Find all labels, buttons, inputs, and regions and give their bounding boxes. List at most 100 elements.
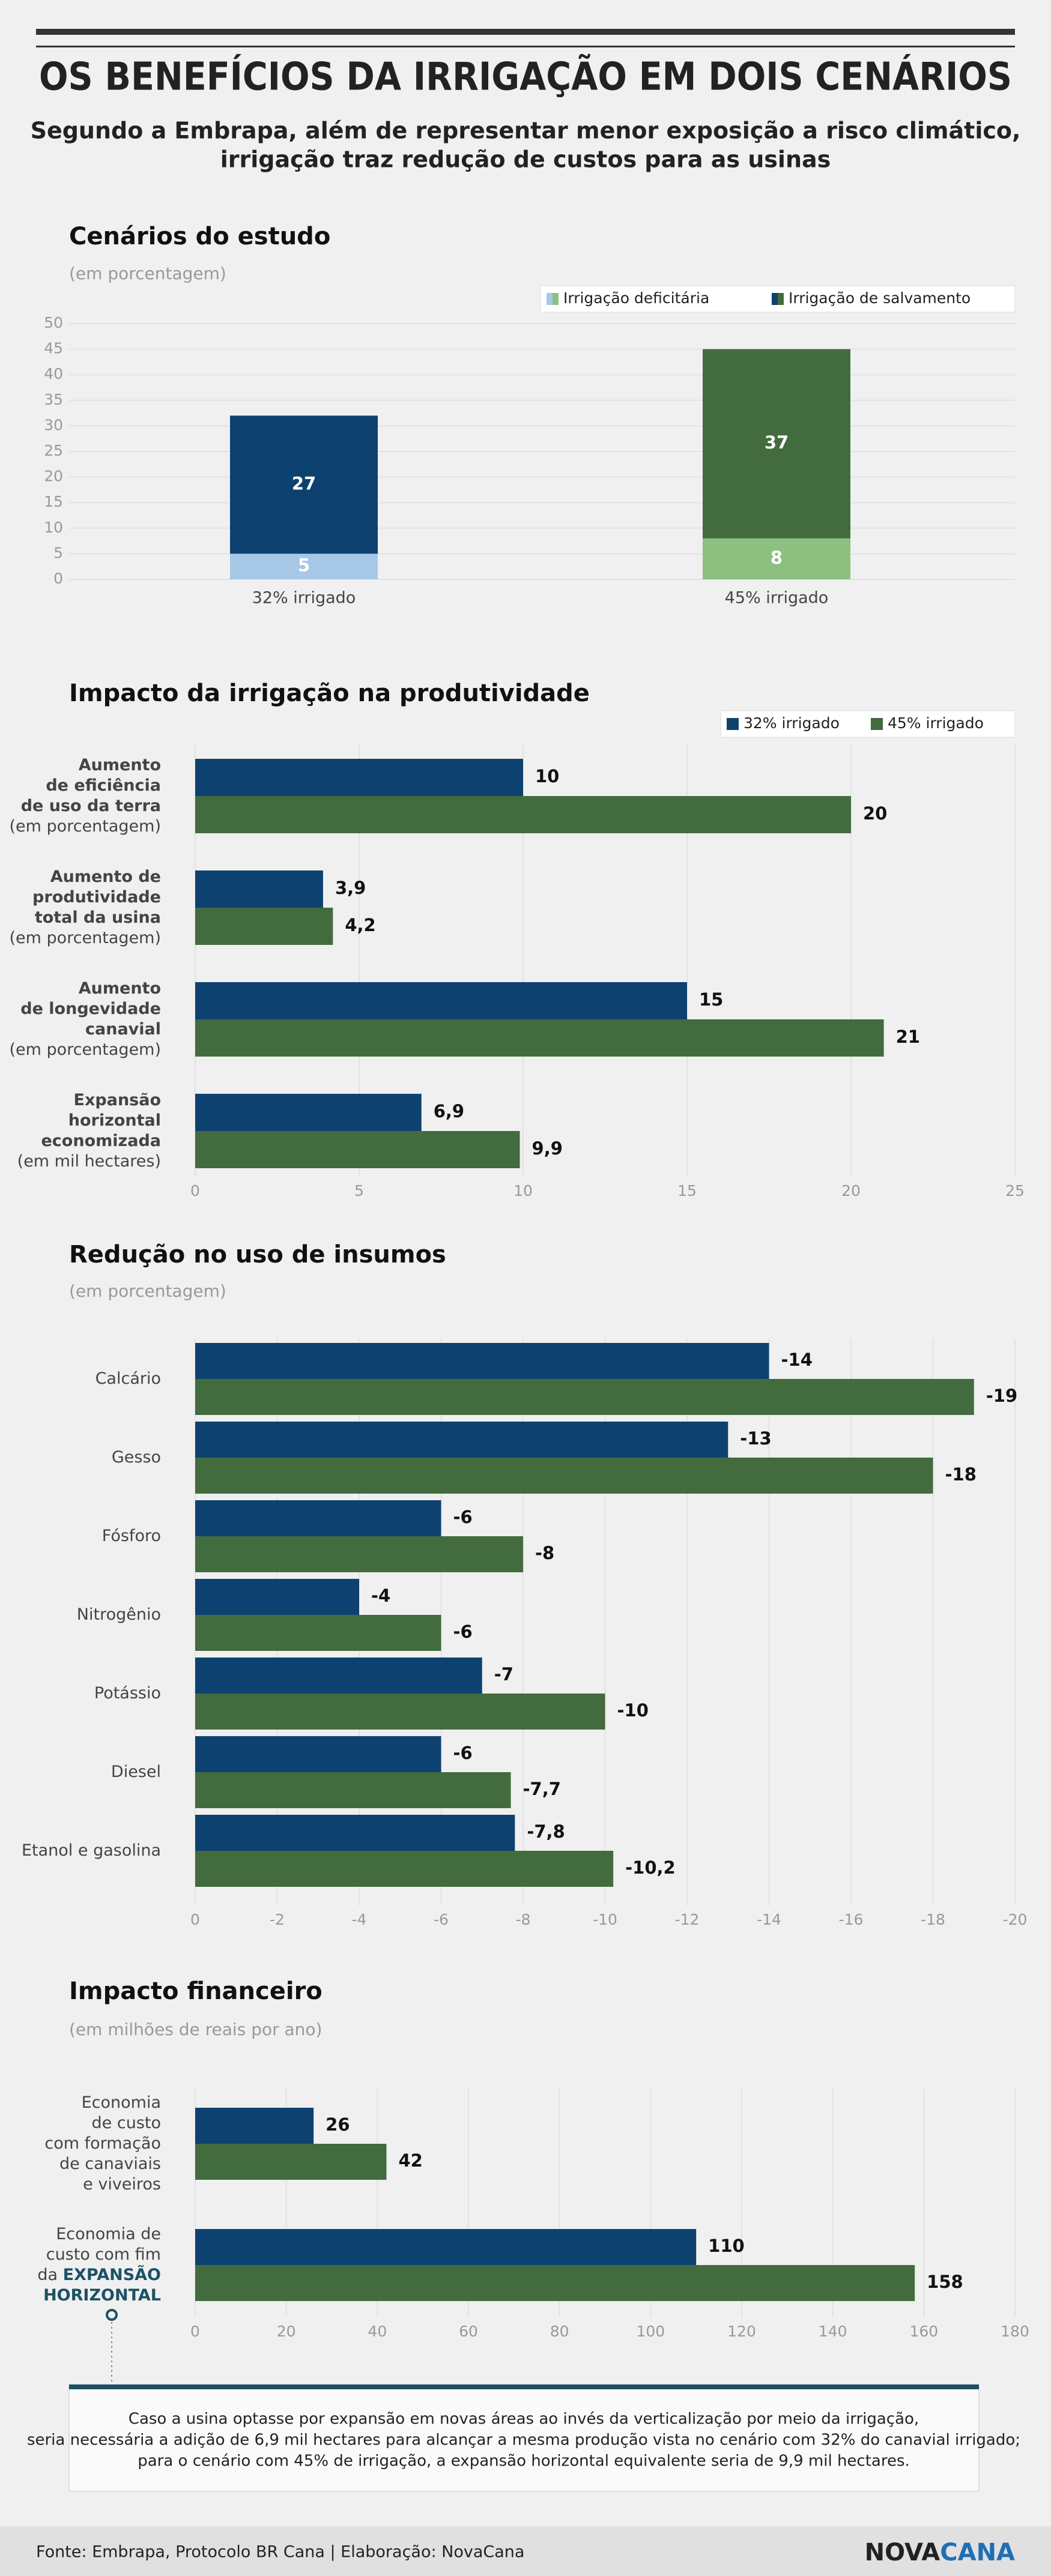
- category-label: Fósforo: [102, 1527, 161, 1545]
- bar: [195, 1579, 359, 1615]
- category-line: Diesel: [111, 1763, 161, 1781]
- category-label: (em porcentagem): [10, 1040, 161, 1059]
- category-label: (em mil hectares): [17, 1152, 161, 1171]
- category-line: Expansão: [74, 1091, 161, 1109]
- value-label: -10: [617, 1700, 649, 1721]
- bar: [195, 1694, 605, 1730]
- y-tick-label: 35: [44, 391, 63, 408]
- bar: [195, 1815, 515, 1851]
- chart-title: Impacto da irrigação na produtividade: [69, 680, 590, 707]
- bar-segment: [230, 415, 378, 554]
- category-label: de eficiência: [46, 776, 161, 795]
- x-tick-label: -16: [839, 1911, 864, 1928]
- value-label: 158: [927, 2272, 963, 2292]
- category-line: total da usina: [35, 908, 161, 927]
- x-tick-label: 40: [368, 2323, 387, 2340]
- y-tick-label: 40: [44, 365, 63, 382]
- category-label: horizontal: [68, 1111, 161, 1130]
- x-tick-label: -2: [270, 1911, 285, 1928]
- chart-subtitle: (em porcentagem): [69, 264, 226, 283]
- note-box-top: [69, 2384, 979, 2389]
- category-line: Potássio: [94, 1684, 161, 1703]
- category-line: Aumento: [79, 979, 161, 998]
- value-label: 42: [399, 2150, 423, 2171]
- highlight-label: EXPANSÃO: [63, 2265, 161, 2284]
- value-label: 10: [535, 766, 559, 786]
- value-label: -10,2: [625, 1857, 676, 1878]
- x-tick-label: -12: [675, 1911, 700, 1928]
- logo-part: NOVA: [865, 2539, 940, 2566]
- category-line: economizada: [41, 1132, 161, 1150]
- category-label: de uso da terra: [21, 797, 161, 815]
- bar-segment: [703, 538, 850, 579]
- value-label: 26: [326, 2114, 350, 2135]
- x-tick-label: 25: [1005, 1182, 1025, 1199]
- value-label: 27: [292, 473, 316, 493]
- value-label: 37: [765, 432, 789, 453]
- legend-swatch: [778, 293, 784, 305]
- category-line: canavial: [85, 1020, 161, 1039]
- category-line: Calcário: [95, 1369, 161, 1388]
- value-label: -13: [740, 1428, 771, 1449]
- category-label: Gesso: [112, 1448, 161, 1467]
- category-line: Aumento de: [50, 867, 161, 886]
- x-tick-label: 20: [277, 2323, 296, 2340]
- category-label: de custo: [92, 2114, 161, 2132]
- category-label: custo com fim: [46, 2245, 161, 2264]
- value-label: 8: [771, 547, 783, 568]
- footer-band: [0, 2526, 1051, 2576]
- category-line: de longevidade: [20, 1000, 161, 1018]
- legend-label: 32% irrigado: [744, 714, 840, 732]
- page-subtitle: irrigação traz redução de custos para as…: [220, 146, 831, 173]
- value-label: 5: [298, 555, 310, 576]
- x-tick-label: 140: [819, 2323, 847, 2340]
- x-tick-label: -14: [757, 1911, 781, 1928]
- category-line: Aumento: [79, 756, 161, 774]
- page-subtitle: Segundo a Embrapa, além de representar m…: [31, 118, 1021, 144]
- bar: [195, 1131, 520, 1168]
- x-tick-label: 60: [459, 2323, 478, 2340]
- category-line: (em porcentagem): [10, 929, 161, 947]
- value-label: 15: [699, 989, 723, 1010]
- y-tick-label: 15: [44, 493, 63, 510]
- bar: [195, 2108, 314, 2144]
- category-label: da EXPANSÃO: [37, 2265, 161, 2284]
- category-line: Gesso: [112, 1448, 161, 1467]
- value-label: 20: [863, 803, 887, 824]
- x-tick-label: 80: [550, 2323, 569, 2340]
- category-line: (em porcentagem): [10, 817, 161, 836]
- legend-swatch: [547, 293, 553, 305]
- y-tick-label: 0: [53, 570, 63, 587]
- top-rule: [36, 29, 1015, 35]
- value-label: 9,9: [532, 1138, 563, 1159]
- category-line: de uso da terra: [21, 797, 161, 815]
- category-label: Etanol e gasolina: [22, 1841, 161, 1860]
- bar: [195, 1772, 511, 1808]
- category-line: horizontal: [68, 1111, 161, 1130]
- category-line: (em porcentagem): [10, 1040, 161, 1059]
- value-label: 3,9: [335, 878, 366, 898]
- note-text: seria necessária a adição de 6,9 mil hec…: [27, 2431, 1020, 2449]
- category-line: de canaviais: [59, 2155, 161, 2173]
- value-label: -7,7: [523, 1779, 561, 1799]
- chart-title: Cenários do estudo: [69, 223, 330, 250]
- category-line: custo com fim: [46, 2245, 161, 2264]
- category-label: economizada: [41, 1132, 161, 1150]
- category-line: de custo: [92, 2114, 161, 2132]
- category-line: e viveiros: [83, 2175, 161, 2194]
- category-label: Aumento: [79, 756, 161, 774]
- category-label: canavial: [85, 1020, 161, 1039]
- category-label: (em porcentagem): [10, 929, 161, 947]
- note-text: Caso a usina optasse por expansão em nov…: [129, 2410, 919, 2428]
- bar: [195, 2144, 387, 2180]
- category-line: com formação: [44, 2134, 161, 2153]
- category-line: Economia de: [56, 2225, 161, 2243]
- legend-swatch: [871, 718, 883, 730]
- chart-title: Redução no uso de insumos: [69, 1241, 446, 1268]
- y-tick-label: 45: [44, 340, 63, 357]
- bar-segment: [703, 349, 850, 538]
- category-line: Fósforo: [102, 1527, 161, 1545]
- bar: [195, 1536, 523, 1572]
